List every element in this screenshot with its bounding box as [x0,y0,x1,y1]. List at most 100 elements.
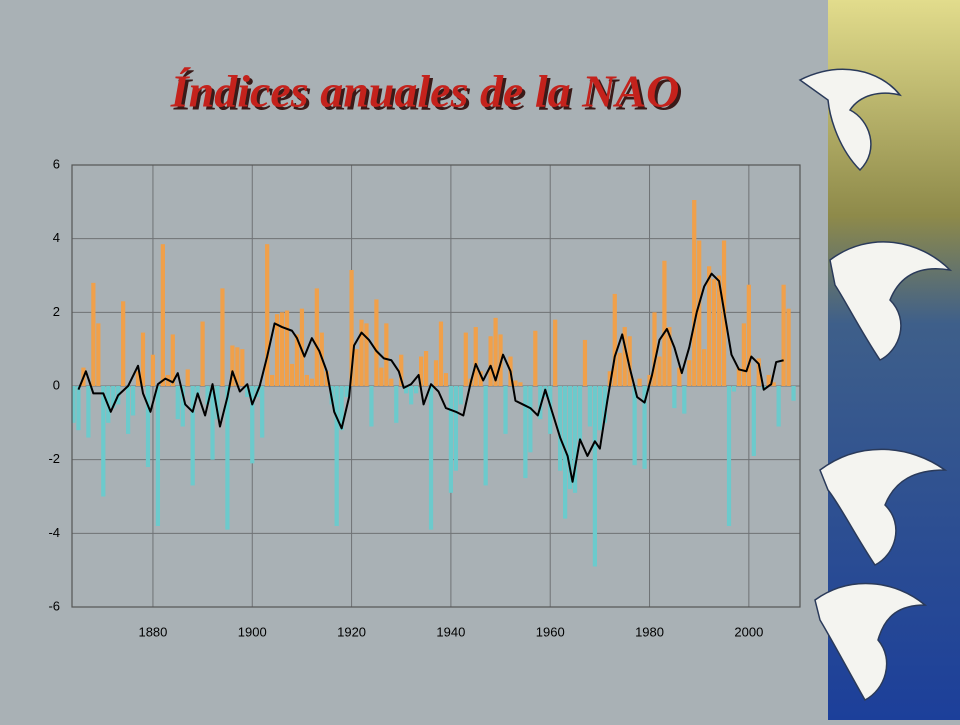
bar [746,284,751,386]
bar [389,378,394,386]
bar [652,312,657,386]
bar [76,386,81,431]
bar [493,317,498,386]
bar [265,244,270,386]
bar [602,386,607,423]
bar [230,345,235,386]
bar [235,347,240,386]
bar [637,378,642,386]
bar [617,352,622,386]
bar [289,363,295,386]
x-tick-label: 1900 [238,624,267,639]
plot: -6 -4 -2 0 2 4 6 1880 1900 1920 1940 1960 1980 2000 [48,156,800,639]
bar [339,386,344,431]
bar [483,386,488,486]
bar [582,339,588,386]
bar [294,334,300,386]
bar [458,386,463,405]
bar [309,378,314,386]
bar [354,349,359,386]
bar [121,301,126,386]
bar [741,323,746,386]
bar [448,386,454,493]
bar [130,386,136,416]
bar [91,282,96,386]
bar [786,308,791,386]
bar [751,386,756,456]
bar [632,386,637,466]
bar [766,374,771,386]
bar [697,240,702,386]
bar [572,386,578,493]
bar [359,319,364,386]
bar [245,386,250,398]
bar [453,386,458,471]
bar [140,332,146,386]
bar [205,386,210,405]
bar [170,334,175,386]
bar [304,374,309,386]
bar [299,308,305,386]
bar [135,371,141,386]
bar [160,244,165,386]
bar [384,323,389,386]
bar [438,321,444,386]
bar [284,310,290,386]
bar [523,386,528,479]
bar [736,367,742,386]
bar [369,386,374,427]
bar [597,386,602,431]
bar [428,386,434,530]
bar [150,354,156,386]
bar [324,371,329,386]
y-tick-label: -6 [48,598,60,613]
bar [240,349,245,386]
bar [423,351,429,386]
bar [677,367,682,386]
bar [627,336,632,386]
bar [488,336,493,386]
bar [528,386,533,453]
bar [379,367,384,386]
bar [86,386,91,438]
x-tick-label: 1880 [138,624,167,639]
x-tick-label: 1980 [635,624,664,639]
bar [726,386,732,526]
bar [225,386,230,530]
wave-decoration [798,68,953,701]
bar [657,356,662,386]
bar [687,360,692,386]
bar [270,374,275,386]
x-tick-label: 1940 [436,624,465,639]
bar [180,386,185,427]
bar [215,386,220,420]
bar [71,386,76,423]
bar [587,386,593,427]
bar [667,327,672,386]
bar [533,330,538,386]
bar [418,356,424,386]
bar [682,386,687,414]
bar [250,386,255,464]
bar [314,288,319,386]
y-tick-label: -4 [48,525,60,540]
bar [771,382,776,386]
bar [548,386,553,434]
bar [414,386,419,394]
chart-title: Índices anuales de la NAO [170,66,680,117]
bar [260,386,265,438]
bar [503,386,508,434]
bar [409,386,414,405]
bar [344,386,349,398]
bar [200,321,205,386]
bar [612,293,617,386]
bar [473,327,478,386]
title-shadow: Índices anuales de la NAO [173,69,683,120]
bar [185,369,190,386]
bar [111,386,116,409]
bar [443,373,449,386]
bar [279,312,285,386]
y-tick-label: 6 [53,156,60,171]
bar [513,380,518,386]
bar [101,386,106,497]
